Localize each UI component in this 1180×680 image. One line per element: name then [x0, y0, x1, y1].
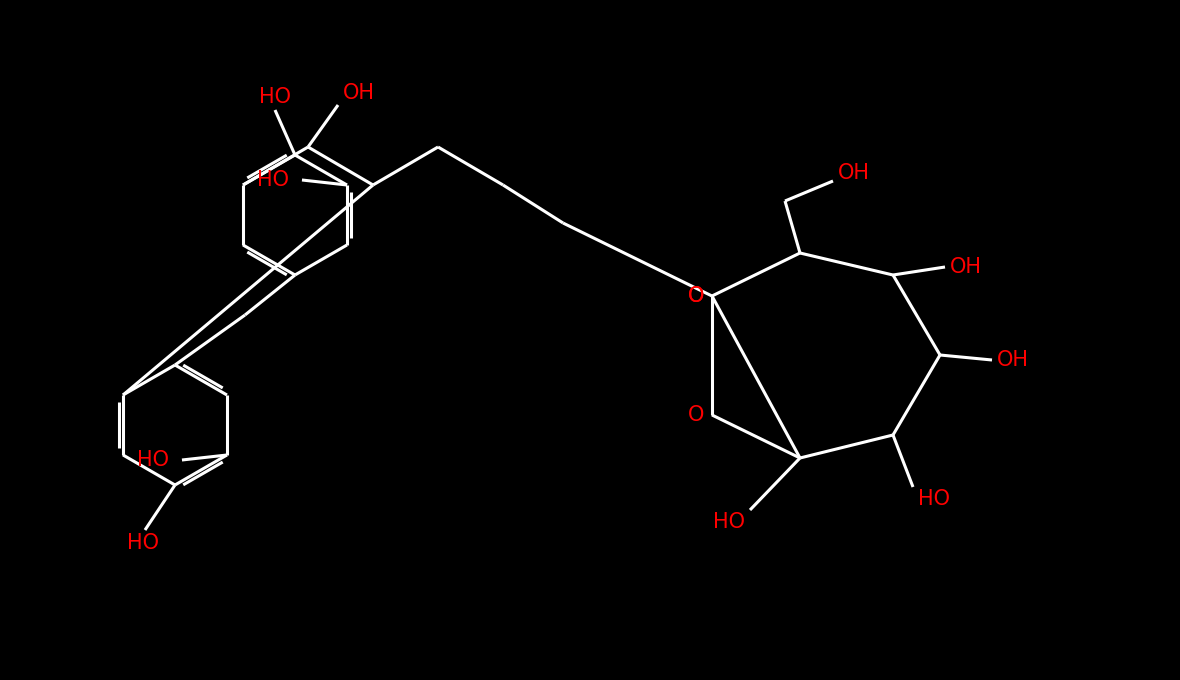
Text: OH: OH	[997, 350, 1029, 370]
Text: O: O	[688, 286, 704, 306]
Text: O: O	[688, 286, 704, 306]
Text: OH: OH	[838, 163, 870, 183]
Text: HO: HO	[918, 489, 950, 509]
Text: HO: HO	[257, 170, 289, 190]
Text: HO: HO	[713, 512, 745, 532]
Text: OH: OH	[950, 257, 982, 277]
Text: HO: HO	[127, 533, 159, 553]
Text: HO: HO	[137, 450, 169, 470]
Text: OH: OH	[343, 83, 375, 103]
Text: O: O	[688, 405, 704, 425]
Text: HO: HO	[258, 87, 291, 107]
